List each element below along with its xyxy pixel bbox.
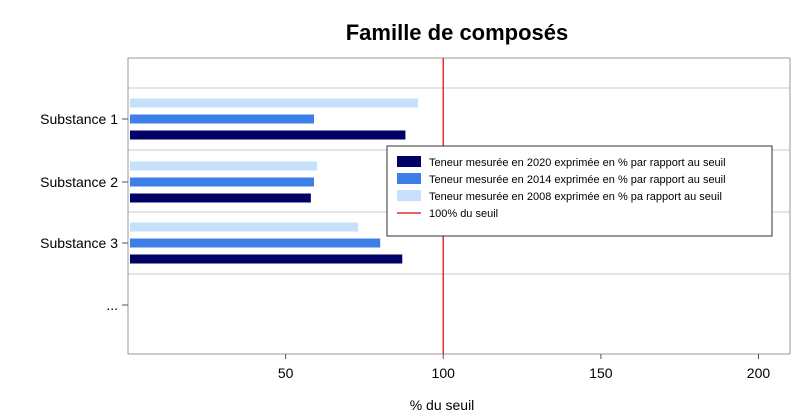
legend-swatch bbox=[397, 190, 421, 201]
category-label: Substance 3 bbox=[40, 235, 118, 251]
bar bbox=[130, 98, 419, 108]
legend: Teneur mesurée en 2020 exprimée en % par… bbox=[386, 145, 773, 237]
legend-label: Teneur mesurée en 2020 exprimée en % par… bbox=[429, 157, 726, 169]
x-tick-label: 50 bbox=[278, 365, 294, 381]
x-tick-label: 150 bbox=[589, 365, 613, 381]
bar bbox=[130, 238, 381, 248]
bar bbox=[130, 161, 318, 171]
category-label: Substance 1 bbox=[40, 111, 118, 127]
legend-label: Teneur mesurée en 2008 exprimée en % pa … bbox=[429, 191, 722, 203]
bar bbox=[130, 254, 403, 264]
category-label: ... bbox=[106, 297, 118, 313]
plot-border bbox=[127, 57, 791, 355]
legend-label: 100% du seuil bbox=[429, 208, 498, 220]
chart-title: Famille de composés bbox=[346, 20, 569, 45]
legend-label: Teneur mesurée en 2014 exprimée en % par… bbox=[429, 174, 726, 186]
category-label: Substance 2 bbox=[40, 174, 118, 190]
legend-swatch bbox=[397, 173, 421, 184]
bar bbox=[130, 222, 359, 232]
x-tick-label: 100 bbox=[432, 365, 456, 381]
bar bbox=[130, 130, 406, 140]
bar bbox=[130, 177, 314, 187]
x-axis-title: % du seuil bbox=[410, 397, 475, 413]
x-tick-label: 200 bbox=[747, 365, 771, 381]
legend-swatch bbox=[397, 156, 421, 167]
bar bbox=[130, 114, 314, 124]
bar bbox=[130, 193, 311, 203]
plot-area: Substance 1 Substance 2 Substance 3... 50 10… bbox=[40, 57, 791, 381]
legend-box bbox=[386, 145, 773, 237]
